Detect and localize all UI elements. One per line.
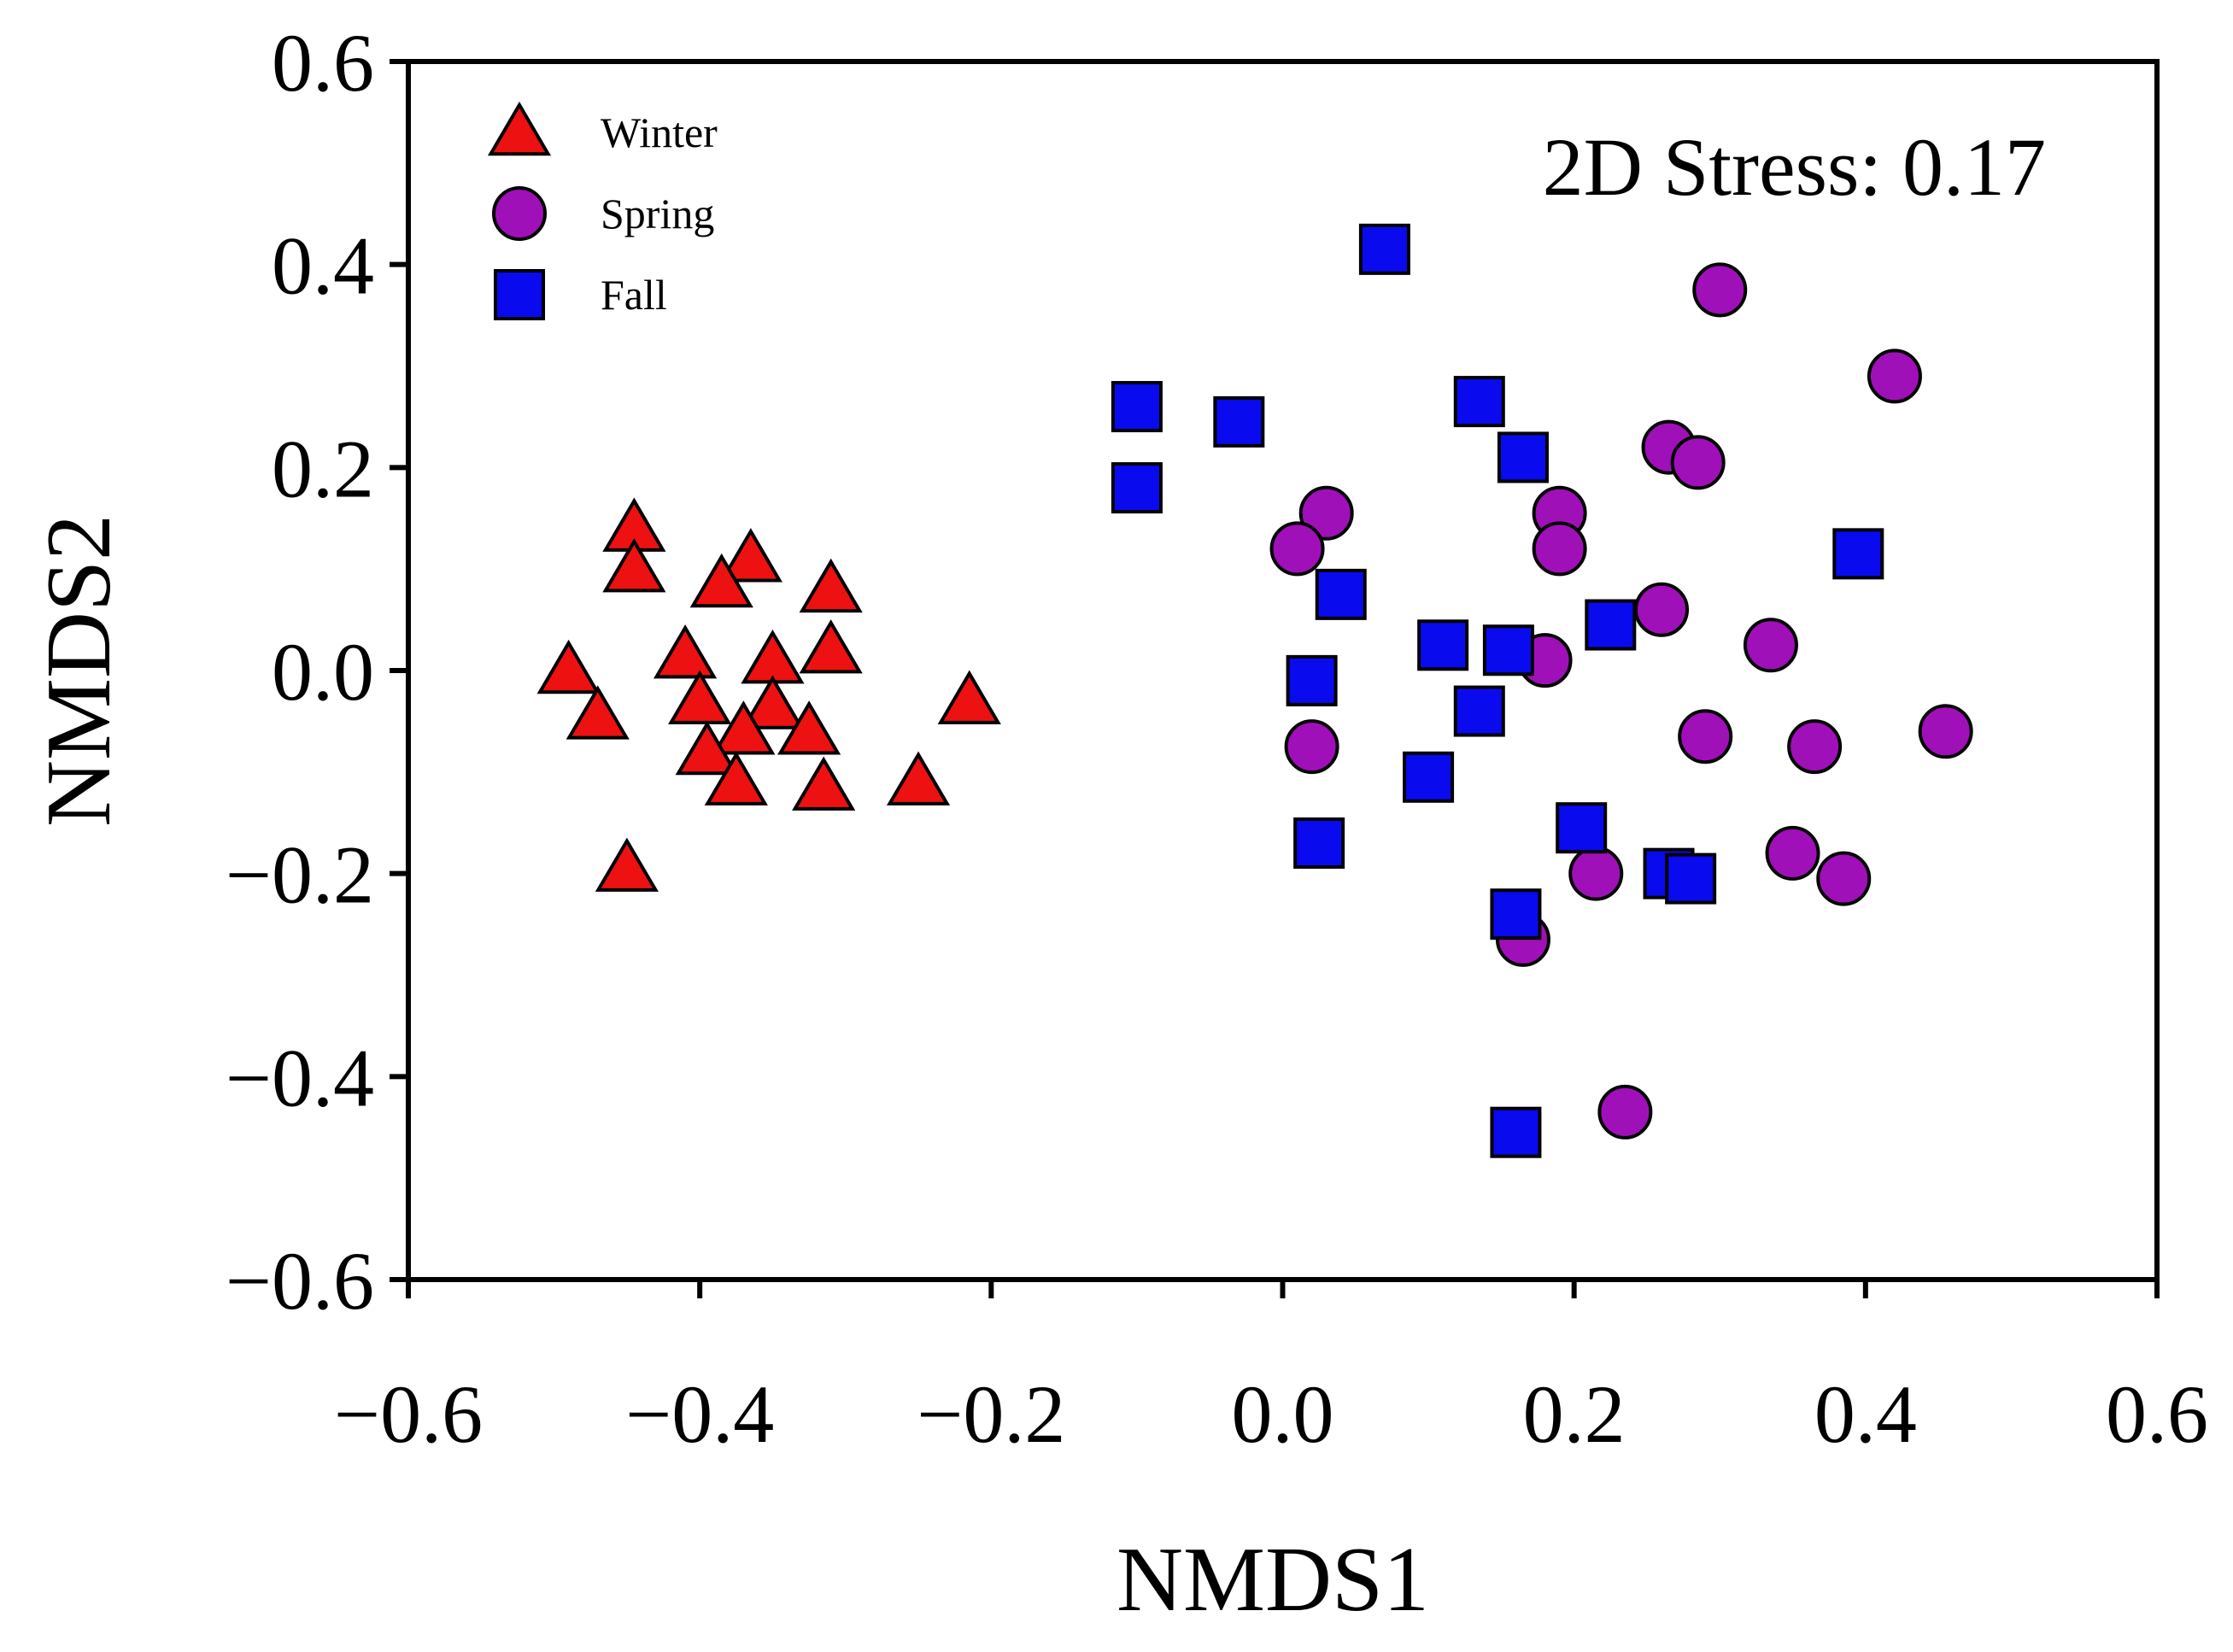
winter-point [653,624,718,679]
spring-point [1743,618,1798,673]
series-spring [1269,262,1973,1139]
fall-point [1417,619,1469,671]
spring-point [1532,521,1587,577]
winter-point [792,756,856,811]
fall-point [1556,802,1608,854]
legend: Winter Spring Fall [487,101,718,320]
series-winter [536,497,1001,892]
fall-point [1832,528,1884,580]
winter-point [777,700,841,755]
legend-label: Fall [601,271,667,319]
axes: −0.6 −0.4 −0.2 0.0 0.2 0.4 0.6 −0.6 −0.4 −0.2 0.0 0… [226,17,2208,1460]
fall-point [1585,599,1637,651]
spring-point [1597,1084,1653,1139]
winter-point [799,619,863,674]
y-tick-label: 0.0 [272,626,374,718]
fall-point [1111,381,1163,433]
spring-point [1678,709,1733,764]
winter-point [602,538,666,593]
y-axis-title: NMDS2 [28,514,130,827]
winter-point [741,629,805,684]
legend-circle-marker [492,186,547,241]
stress-annotation: 2D Stress: 0.17 [1543,121,2046,213]
spring-point [1634,582,1690,637]
fall-point [1497,431,1549,483]
winter-point [886,751,951,805]
spring-point [1568,846,1624,901]
fall-point [1286,654,1338,706]
legend-square-marker [494,269,545,320]
winter-point [566,685,630,740]
spring-point [1284,719,1339,775]
x-tick-label: 0.6 [2106,1368,2208,1460]
x-tick-label: 0.0 [1232,1368,1334,1460]
spring-point [1918,704,1973,759]
fall-point [1482,624,1534,677]
winter-point [712,700,776,755]
spring-point [1298,485,1354,541]
legend-item-winter: Winter [487,101,718,156]
fall-point [1315,568,1367,620]
y-tick-label: −0.4 [226,1032,374,1123]
fall-point [1293,817,1345,870]
fall-point [1453,685,1505,737]
fall-point [1403,751,1455,803]
series-fall [1111,223,1884,1158]
winter-point [536,639,601,694]
winter-point [741,675,805,729]
x-tick-label: 0.4 [1814,1368,1917,1460]
x-tick-label: −0.2 [917,1368,1065,1460]
y-tick-label: 0.4 [272,220,374,312]
winter-point [668,670,732,724]
fall-point [1490,1106,1542,1158]
spring-point [1765,825,1820,881]
fall-point [1358,223,1410,275]
legend-item-fall: Fall [494,269,667,320]
fall-point [1453,376,1505,428]
fall-point [1213,395,1265,448]
x-tick-label: −0.6 [334,1368,483,1460]
y-tick-label: 0.6 [272,17,374,108]
winter-point [595,837,659,892]
winter-point [675,720,739,776]
winter-point [718,528,782,583]
y-tick-label: 0.2 [272,423,374,514]
legend-item-spring: Spring [492,186,714,241]
winter-point [937,670,1001,724]
fall-point [1665,852,1717,905]
spring-point [1692,262,1748,318]
fall-point [1111,462,1163,514]
x-axis-title: NMDS1 [1116,1529,1429,1631]
spring-point [1269,521,1325,577]
legend-label: Winter [601,108,718,156]
plot-area [536,223,1973,1158]
spring-point [1670,435,1726,490]
x-tick-label: −0.4 [625,1368,774,1460]
legend-label: Spring [601,190,714,237]
spring-point [1867,349,1922,404]
spring-point [1787,719,1843,775]
fall-point [1490,888,1542,940]
y-tick-label: −0.2 [226,829,374,921]
x-tick-label: 0.2 [1523,1368,1626,1460]
winter-point [799,558,863,613]
winter-point [704,751,768,805]
legend-triangle-marker [487,101,552,156]
spring-point [1816,851,1872,906]
winter-point [689,553,753,608]
y-tick-label: −0.6 [226,1235,374,1327]
